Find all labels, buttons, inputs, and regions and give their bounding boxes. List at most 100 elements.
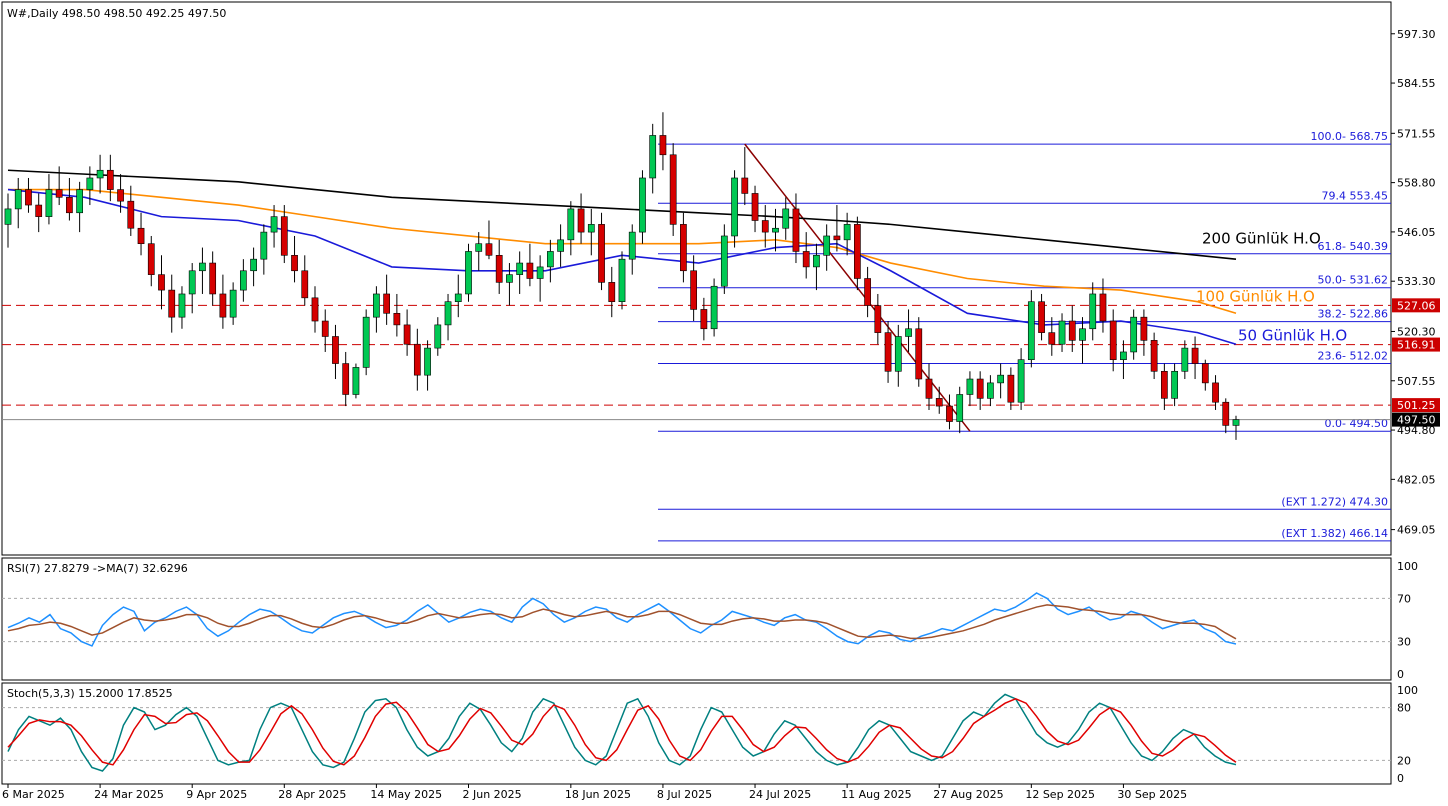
level-price-tag xyxy=(1392,298,1440,313)
candle-body xyxy=(1130,316,1138,353)
candle-body xyxy=(669,154,677,225)
candle-body xyxy=(567,208,575,241)
candle-body xyxy=(239,270,247,291)
date-tick-label: 8 Jul 2025 xyxy=(657,788,712,801)
candle-body xyxy=(853,224,861,279)
candle-body xyxy=(14,189,22,210)
candle-body xyxy=(526,262,534,279)
candle-body xyxy=(45,189,53,217)
candle-body xyxy=(761,220,769,233)
candle-body xyxy=(608,282,616,302)
ma200-label: 200 Günlük H.O xyxy=(1202,230,1321,248)
candle-body xyxy=(577,208,585,233)
candle-body xyxy=(424,347,431,376)
price-tick-label: 571.55 xyxy=(1397,127,1436,140)
candle-body xyxy=(1017,359,1025,403)
candle-body xyxy=(188,270,196,295)
candle-body xyxy=(383,293,391,314)
candle-body xyxy=(465,251,472,295)
ma50-label: 50 Günlük H.O xyxy=(1238,326,1347,344)
level-price-tag-label: 527.06 xyxy=(1397,299,1436,312)
rsi-tick-label: 100 xyxy=(1397,560,1418,573)
candle-body xyxy=(720,235,728,287)
candle-body xyxy=(260,231,268,260)
candle-body xyxy=(454,293,462,302)
date-tick-label: 30 Sep 2025 xyxy=(1117,788,1187,801)
candle-body xyxy=(966,378,974,395)
fib-level-label: (EXT 1.382) 466.14 xyxy=(1281,527,1388,540)
stoch-tick-label: 20 xyxy=(1397,754,1411,767)
stoch-tick-label: 0 xyxy=(1397,772,1404,785)
candle-body xyxy=(741,177,749,194)
ma100-label: 100 Günlük H.O xyxy=(1196,288,1315,306)
candle-body xyxy=(332,336,339,364)
candle-body xyxy=(280,216,288,256)
date-tick-label: 24 Mar 2025 xyxy=(94,788,164,801)
date-tick-label: 14 May 2025 xyxy=(370,788,442,801)
date-tick-label: 12 Sep 2025 xyxy=(1025,788,1095,801)
candle-body xyxy=(772,227,779,233)
fib-level-label: 38.2- 522.86 xyxy=(1318,308,1388,321)
current-price-tag xyxy=(1392,412,1440,427)
fib-level-label: 0.0- 494.50 xyxy=(1325,417,1388,430)
candle-body xyxy=(659,135,667,156)
date-tick-label: 6 Mar 2025 xyxy=(2,788,65,801)
candle-body xyxy=(546,251,554,268)
candle-body xyxy=(915,328,923,380)
ma50-line xyxy=(7,188,1237,345)
candle-body xyxy=(25,189,32,206)
candle-body xyxy=(587,224,595,233)
candle-body xyxy=(178,293,186,318)
price-tick-label: 520.30 xyxy=(1397,325,1436,338)
level-price-tag-label: 516.91 xyxy=(1397,339,1436,352)
candle-body xyxy=(158,274,165,291)
candle-body xyxy=(66,197,73,214)
candle-body xyxy=(905,328,912,337)
candle-body xyxy=(35,204,43,217)
candle-body xyxy=(1120,351,1127,360)
candle-body xyxy=(813,255,820,268)
candle-body xyxy=(1099,293,1107,322)
candle-body xyxy=(55,189,63,198)
rsi-series-line xyxy=(7,592,1237,647)
fib-level-label: 79.4 553.45 xyxy=(1322,189,1388,202)
rsi-tick-label: 70 xyxy=(1397,592,1411,605)
candle-body xyxy=(649,135,657,179)
fib-level-label: 23.6- 512.02 xyxy=(1318,349,1388,362)
candle-body xyxy=(117,189,124,202)
candle-body xyxy=(1140,316,1148,341)
candle-body xyxy=(782,208,790,229)
level-price-tag xyxy=(1392,337,1440,352)
candle-body xyxy=(894,336,902,372)
price-tick-label: 494.80 xyxy=(1397,424,1436,437)
rsi-panel xyxy=(2,592,1391,647)
candle-body xyxy=(618,258,626,302)
candle-body xyxy=(199,262,206,272)
candle-body xyxy=(1007,374,1015,403)
ma100-line xyxy=(8,188,1237,315)
candle-body xyxy=(434,324,442,349)
candle-body xyxy=(4,208,12,225)
date-tick-label: 11 Aug 2025 xyxy=(841,788,911,801)
candle-body xyxy=(86,177,94,190)
price-tick-label: 482.05 xyxy=(1397,473,1436,486)
candle-body xyxy=(475,243,483,252)
candle-body xyxy=(362,316,370,368)
candle-body xyxy=(229,289,237,318)
candle-body xyxy=(352,367,360,395)
price-tick-label: 507.55 xyxy=(1397,375,1436,388)
candle-body xyxy=(209,262,217,295)
stoch-title: Stoch(5,3,3) 15.2000 17.8525 xyxy=(7,687,173,700)
candle-body xyxy=(536,266,544,279)
rsi-title: RSI(7) 27.8279 ->MA(7) 32.6296 xyxy=(7,562,188,575)
price-tick-label: 597.30 xyxy=(1397,28,1436,41)
candle-body xyxy=(628,231,636,260)
candle-body xyxy=(925,378,933,399)
candle-body xyxy=(1150,340,1158,372)
rsi-series-line xyxy=(7,604,1237,640)
candle-body xyxy=(1191,347,1199,364)
candle-body xyxy=(301,270,309,299)
rsi-tick-label: 30 xyxy=(1397,636,1411,649)
candle-body xyxy=(219,293,227,318)
